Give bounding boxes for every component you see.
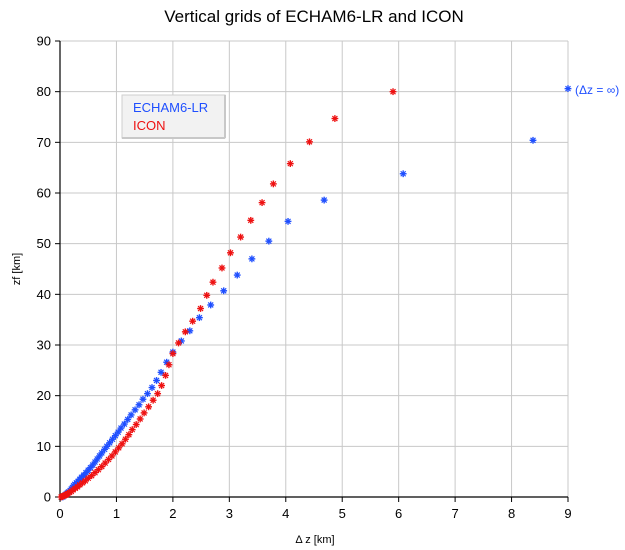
echam6-lr-point [207, 301, 215, 309]
y-tick-label: 30 [37, 338, 51, 353]
echam6-lr-point [114, 428, 122, 436]
icon-point [247, 216, 255, 224]
icon-point [269, 180, 277, 188]
x-tick-label: 6 [395, 506, 402, 521]
y-tick-label: 10 [37, 439, 51, 454]
x-tick-label: 8 [508, 506, 515, 521]
icon-point [169, 350, 177, 358]
echam6-lr-point [101, 445, 108, 453]
y-tick-label: 70 [37, 135, 51, 150]
legend-label-icon: ICON [133, 118, 166, 133]
annotation-delta-infinity: (Δz = ∞) [575, 83, 619, 97]
icon-point [181, 328, 189, 336]
echam6-lr-point [529, 136, 537, 144]
legend-box [121, 94, 226, 139]
icon-point [286, 160, 294, 168]
icon-point [158, 382, 165, 389]
echam6-lr-point [120, 420, 128, 428]
echam6-lr-point [265, 237, 273, 245]
x-tick-label: 3 [226, 506, 233, 521]
x-tick-label: 4 [282, 506, 289, 521]
icon-point [145, 403, 153, 411]
icon-point [136, 415, 144, 423]
icon-point [331, 115, 339, 122]
icon-point [189, 317, 197, 325]
x-tick-label: 9 [564, 506, 571, 521]
icon-point [125, 431, 133, 439]
echam6-lr-point [124, 416, 132, 423]
echam6-lr-point [320, 196, 328, 204]
echam6-lr-point [106, 439, 114, 447]
echam6-lr-point [196, 314, 203, 322]
echam6-lr-point [144, 390, 151, 398]
echam6-lr-point [135, 401, 143, 409]
icon-point [227, 249, 234, 257]
icon-point [162, 372, 169, 379]
y-tick-label: 80 [37, 84, 51, 99]
echam6-lr-point [399, 170, 407, 178]
icon-point [140, 409, 148, 417]
echam6-lr-point [139, 395, 147, 403]
echam6-lr-point [233, 271, 241, 279]
x-tick-label: 1 [113, 506, 120, 521]
echam6-lr-point [153, 377, 160, 384]
icon-point [209, 278, 217, 286]
icon-point [218, 264, 226, 272]
icon-point [122, 435, 129, 443]
icon-point [203, 291, 211, 299]
y-tick-label: 0 [44, 490, 51, 505]
y-tick-label: 50 [37, 236, 51, 251]
icon-point [165, 361, 173, 369]
echam6-lr-point [127, 411, 135, 419]
icon-point [258, 199, 266, 207]
echam6-lr-point [157, 368, 165, 376]
y-tick-label: 90 [37, 34, 51, 49]
icon-point [237, 233, 245, 241]
icon-point [118, 440, 126, 448]
echam6-lr-point [131, 406, 139, 414]
icon-point [389, 88, 397, 96]
icon-point [128, 426, 136, 434]
x-tick-label: 2 [169, 506, 176, 521]
x-axis-label: Δ z [km] [295, 534, 334, 546]
points-layer [57, 85, 572, 501]
icon-point [306, 138, 313, 146]
echam6-lr-point [284, 217, 292, 225]
icon-point [197, 305, 204, 312]
axes-layer [59, 41, 568, 498]
icon-point [149, 396, 157, 404]
echam6-lr-point [220, 287, 228, 295]
y-tick-label: 20 [37, 388, 51, 403]
icon-point [154, 390, 162, 398]
y-axis-label: zf [km] [11, 253, 23, 285]
y-tick-label: 40 [37, 287, 51, 302]
y-tick-label: 60 [37, 186, 51, 201]
echam6-lr-point [564, 85, 572, 93]
legend-label-echam6-lr: ECHAM6-LR [133, 100, 208, 115]
echam6-lr-point [148, 384, 156, 391]
icon-point [175, 339, 182, 347]
x-tick-label: 5 [339, 506, 346, 521]
chart-title: Vertical grids of ECHAM6-LR and ICON [164, 7, 464, 26]
x-tick-label: 0 [56, 506, 63, 521]
x-tick-label: 7 [451, 506, 458, 521]
icon-point [91, 469, 99, 477]
legend: ECHAM6-LR ICON [121, 94, 226, 139]
icon-point [132, 421, 140, 428]
echam6-lr-point [248, 255, 256, 263]
